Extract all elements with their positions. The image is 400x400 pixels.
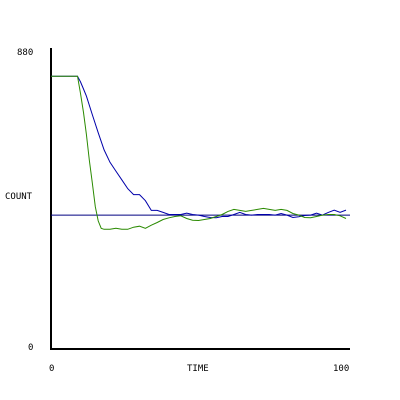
x-axis-label: TIME	[187, 364, 209, 374]
y-axis-label: COUNT	[5, 192, 33, 202]
y-tick-label-min: 0	[28, 343, 33, 353]
series-layer	[51, 75, 347, 230]
x-tick-label-max: 100	[333, 364, 349, 374]
series-line-2	[51, 75, 347, 230]
x-tick-label-min: 0	[49, 364, 54, 374]
series-line-1	[51, 75, 347, 219]
y-tick-label-max: 880	[17, 48, 33, 58]
